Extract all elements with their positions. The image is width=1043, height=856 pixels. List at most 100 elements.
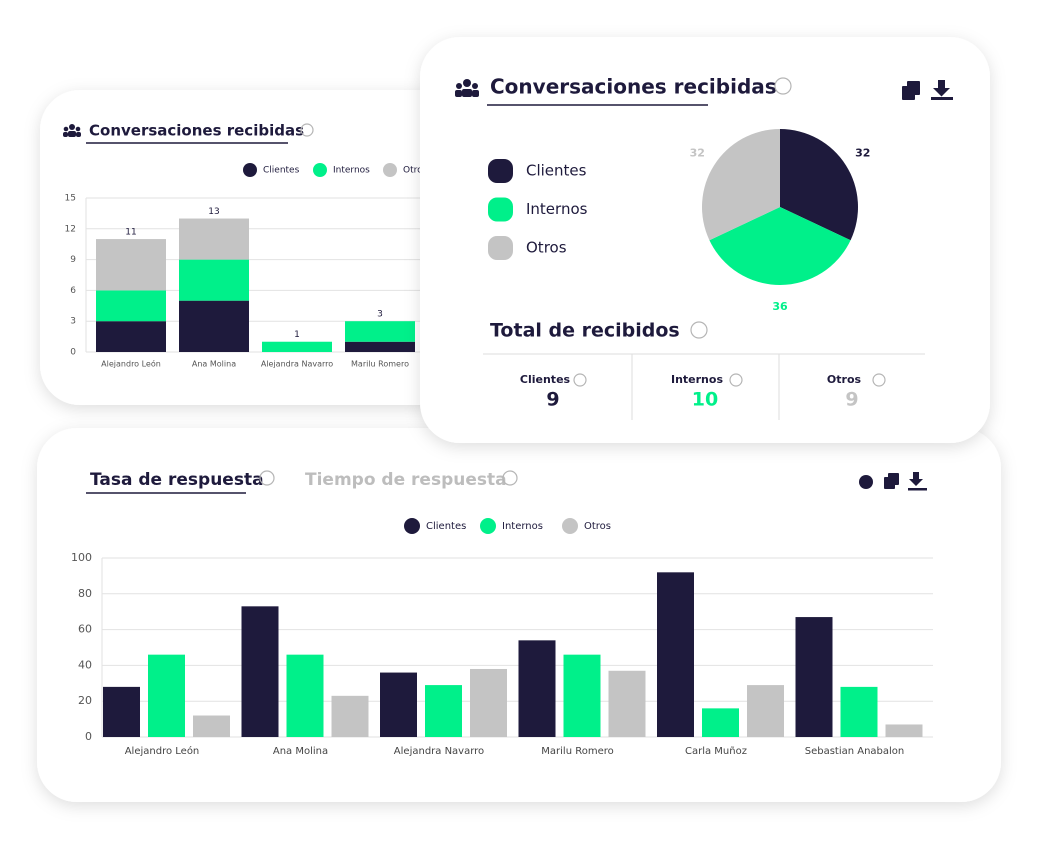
legend-swatch xyxy=(488,197,513,222)
bar xyxy=(702,708,739,737)
x-tick-label: Marilu Romero xyxy=(351,360,409,369)
slice-label: 32 xyxy=(855,146,870,159)
toolbar[interactable] xyxy=(902,80,953,100)
bar-segment xyxy=(96,239,166,291)
bar xyxy=(657,572,694,737)
x-tick-label: Alejandra Navarro xyxy=(261,360,333,369)
legend-label: Internos xyxy=(502,521,543,532)
info-icon xyxy=(729,373,743,387)
legend-swatch xyxy=(404,518,420,534)
pie-slice xyxy=(709,207,851,286)
bar xyxy=(286,654,324,737)
info-icon[interactable] xyxy=(300,123,314,137)
slice-label: 36 xyxy=(772,300,788,313)
bar xyxy=(795,617,833,737)
bar xyxy=(193,715,230,737)
legend-label: Clientes xyxy=(426,521,466,532)
pie-slice xyxy=(701,129,780,241)
toolbar[interactable] xyxy=(859,472,927,491)
pie-slice xyxy=(780,129,859,241)
legend-swatch xyxy=(480,518,496,534)
total-label: 11 xyxy=(125,228,136,238)
y-tick-label: 60 xyxy=(78,623,92,636)
x-tick-label: Marilu Romero xyxy=(541,746,613,757)
bar xyxy=(241,606,279,737)
bar xyxy=(840,686,878,737)
x-tick-label: Alejandro León xyxy=(101,359,161,369)
bar-segment xyxy=(96,321,166,352)
legend-swatch xyxy=(383,163,397,177)
summary-label: Internos xyxy=(671,373,723,386)
legend-label: Internos xyxy=(333,166,370,176)
x-tick-label: Sebastian Anabalon xyxy=(805,746,905,757)
y-tick-label: 40 xyxy=(78,658,92,671)
legend-label: Otros xyxy=(526,239,567,257)
card xyxy=(420,37,990,443)
y-tick-label: 20 xyxy=(78,694,92,707)
bar-segment xyxy=(179,300,249,352)
legend-label: Otros xyxy=(584,521,611,532)
pie-card: Conversaciones recibidas Total de recibi… xyxy=(420,37,990,443)
bar xyxy=(425,685,462,737)
info-icon xyxy=(872,373,886,387)
y-tick-label: 9 xyxy=(70,255,76,265)
info-icon[interactable] xyxy=(502,470,518,486)
y-tick-label: 80 xyxy=(78,587,92,600)
legend-label: Internos xyxy=(526,200,588,218)
total-label: 3 xyxy=(377,310,383,320)
y-tick-label: 6 xyxy=(70,286,76,296)
bar-segment xyxy=(262,341,332,352)
y-tick-label: 0 xyxy=(85,730,92,743)
total-label: 1 xyxy=(294,330,300,340)
total-label: 13 xyxy=(208,207,219,217)
legend-label: Clientes xyxy=(526,162,587,180)
y-tick-label: 0 xyxy=(70,348,76,358)
tab[interactable]: Tiempo de respuesta xyxy=(305,470,507,490)
legend-swatch xyxy=(488,236,513,260)
card-title: Conversaciones recibidas xyxy=(490,75,777,99)
bar-segment xyxy=(96,290,166,322)
bar-segment xyxy=(345,341,415,352)
bar xyxy=(103,686,140,737)
legend-label: Otros xyxy=(403,166,428,176)
x-tick-label: Ana Molina xyxy=(192,360,236,369)
card-title: Conversaciones recibidas xyxy=(89,122,304,140)
legend-swatch xyxy=(488,159,513,183)
summary-label: Clientes xyxy=(520,373,571,386)
bar-segment xyxy=(345,321,415,342)
bar xyxy=(563,654,601,737)
bar xyxy=(608,670,646,737)
bar xyxy=(885,724,923,737)
summary-title: Total de recibidos xyxy=(490,320,680,342)
y-tick-label: 12 xyxy=(65,224,76,234)
bar-segment xyxy=(179,259,249,301)
bar xyxy=(518,640,556,737)
bar xyxy=(331,695,369,737)
info-icon[interactable] xyxy=(774,77,792,95)
legend-swatch xyxy=(562,518,578,534)
summary-label: Otros xyxy=(827,373,862,386)
slice-label: 32 xyxy=(690,146,705,159)
x-tick-label: Ana Molina xyxy=(273,746,328,757)
info-icon xyxy=(573,373,587,387)
info-icon[interactable] xyxy=(690,321,708,339)
y-tick-label: 15 xyxy=(65,194,76,204)
response-card: Tasa de respuesta Tiempo de respuesta Cl… xyxy=(37,428,1001,802)
x-tick-label: Carla Muñoz xyxy=(685,746,747,757)
bar xyxy=(747,685,784,737)
bar xyxy=(380,672,417,737)
x-tick-label: Alejandra Navarro xyxy=(394,746,484,757)
legend-label: Clientes xyxy=(263,166,300,176)
summary-value: 9 xyxy=(845,389,858,411)
people-icon xyxy=(63,124,81,137)
summary-value: 10 xyxy=(692,389,718,411)
tab-active[interactable]: Tasa de respuesta xyxy=(90,470,264,490)
x-tick-label: Alejandro León xyxy=(125,745,200,757)
bar xyxy=(148,654,185,737)
summary-value: 9 xyxy=(546,389,559,411)
bar-card: Conversaciones recibidas Clientes Interno… xyxy=(40,90,480,405)
bar xyxy=(470,668,507,737)
info-icon[interactable] xyxy=(259,470,275,486)
legend-swatch xyxy=(313,163,327,177)
